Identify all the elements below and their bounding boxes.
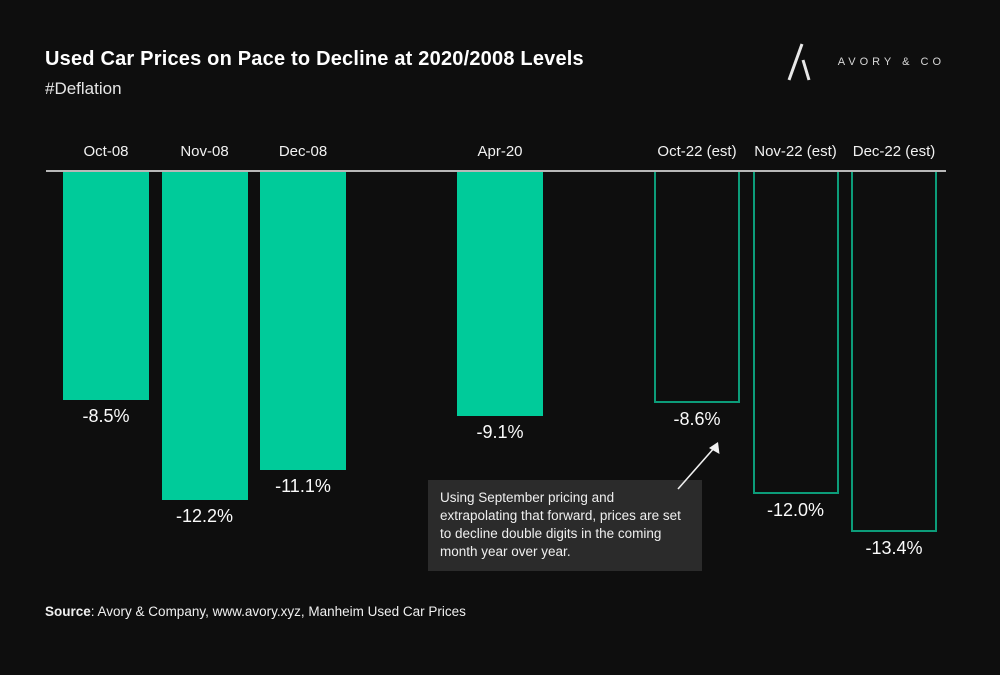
category-label: Oct-22 (est): [657, 143, 737, 160]
category-label: Dec-08: [278, 143, 328, 160]
bar-apr-20: [457, 172, 543, 416]
brand-name: AVORY & CO: [837, 56, 945, 68]
brand-logo: AVORY & CO: [784, 42, 945, 82]
value-label: -12.0%: [766, 500, 825, 520]
category-label: Dec-22 (est): [852, 143, 936, 160]
category-label: Nov-08: [180, 143, 229, 160]
x-axis-line: [46, 170, 946, 172]
value-label: -8.5%: [82, 406, 130, 426]
chart-subtitle: #Deflation: [45, 79, 122, 98]
category-label: Apr-20: [477, 143, 523, 160]
chart-header: Used Car Prices on Pace to Decline at 20…: [45, 48, 584, 99]
value-label: -8.6%: [673, 409, 721, 429]
page-title: Used Car Prices on Pace to Decline at 20…: [45, 48, 584, 70]
annotation-arrow-icon: [677, 442, 720, 490]
bar-dec-22-est: [851, 172, 937, 532]
source-text: : Avory & Company, www.avory.xyz, Manhei…: [90, 604, 466, 619]
bar-nov-08: [161, 172, 248, 500]
value-label: -11.1%: [275, 476, 331, 496]
value-label: -13.4%: [865, 538, 923, 558]
bar-nov-22-est: [752, 172, 839, 494]
category-label: Nov-22 (est): [754, 143, 837, 160]
bar-dec-08: [260, 172, 346, 470]
value-label: -9.1%: [476, 422, 524, 442]
source-note: Source: Avory & Company, www.avory.xyz, …: [45, 604, 466, 619]
annotation-callout: Using September pricing and extrapolatin…: [428, 480, 702, 572]
source-label: Source: [45, 604, 91, 619]
value-label: -12.2%: [175, 506, 234, 526]
avory-mark-icon: [787, 43, 811, 81]
bar-oct-22-est: [654, 172, 740, 403]
bar-oct-08: [63, 172, 149, 400]
category-label: Oct-08: [83, 143, 129, 160]
